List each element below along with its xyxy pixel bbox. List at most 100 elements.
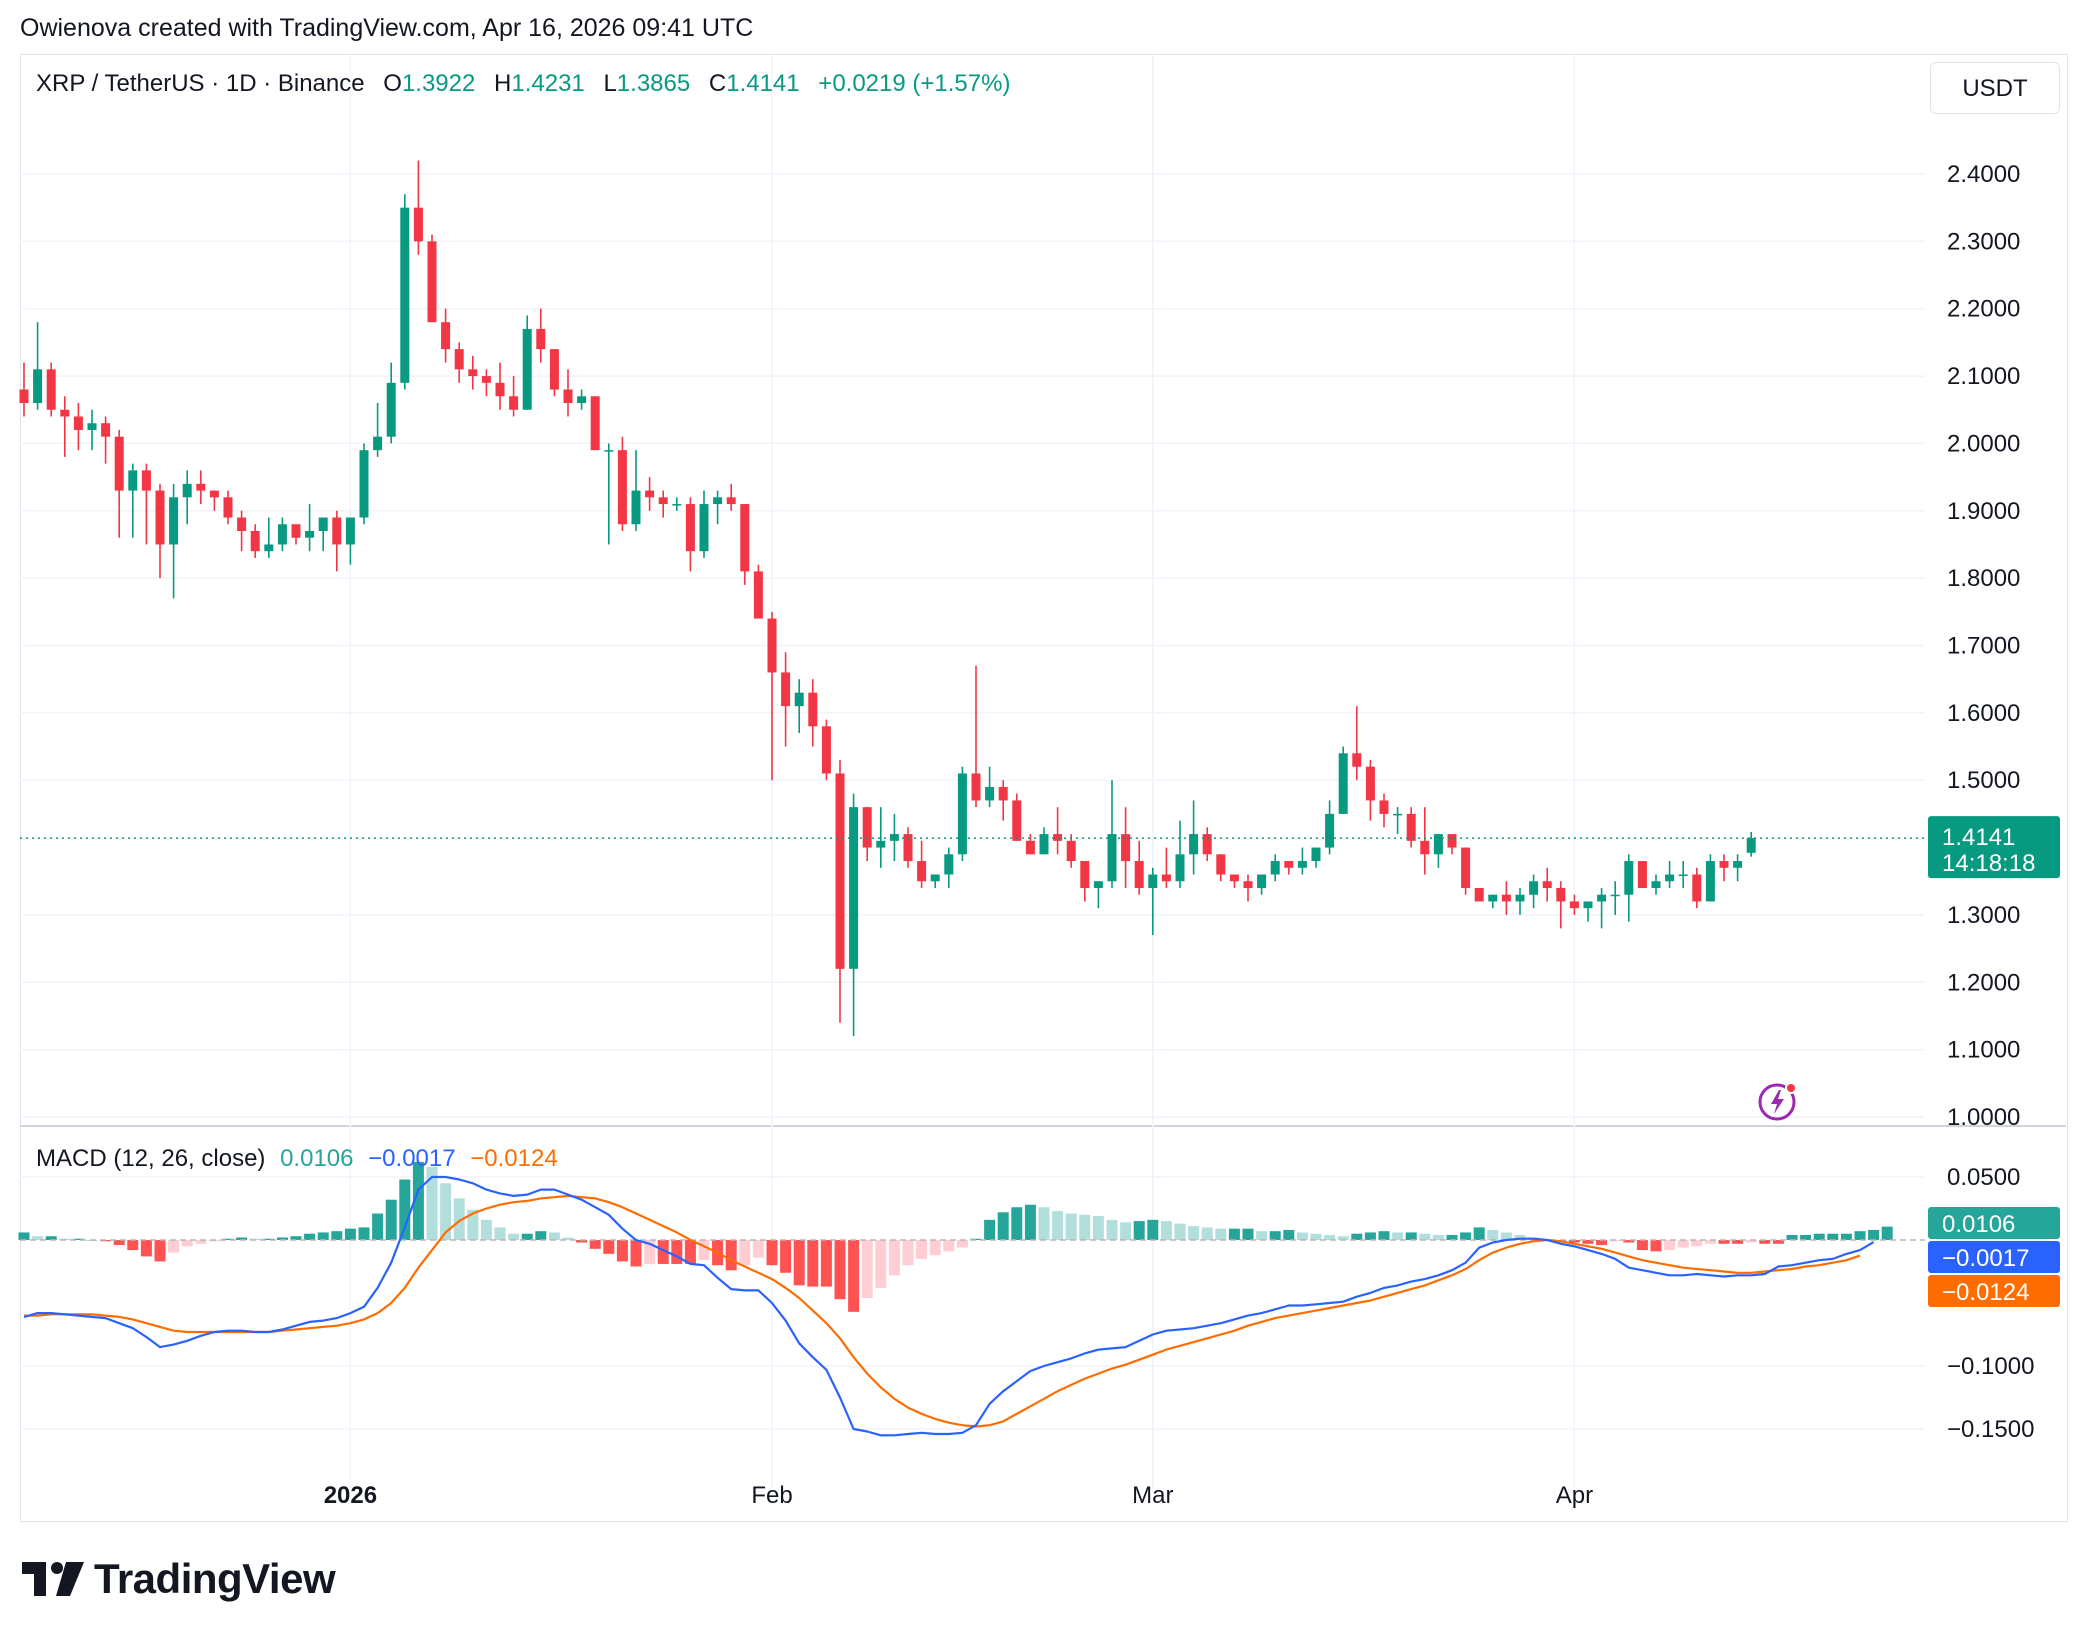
macd-histogram-bar (1079, 1214, 1091, 1240)
candle-body (332, 517, 342, 545)
candle-body (1433, 834, 1443, 855)
macd-histogram-bar (548, 1232, 560, 1240)
macd-histogram-bar (603, 1240, 615, 1254)
price-axis-label: 2.2000 (1947, 296, 2020, 323)
price-axis-label: 1.0000 (1947, 1104, 2020, 1131)
candle-body (1311, 847, 1321, 862)
candle-body (19, 389, 29, 404)
macd-histogram-bar (1269, 1231, 1281, 1240)
price-axis-label: 2.1000 (1947, 363, 2020, 390)
macd-histogram-bar (72, 1238, 84, 1240)
macd-histogram-bar (1827, 1233, 1839, 1240)
candle-body (876, 840, 886, 848)
candle-body (1637, 861, 1647, 888)
macd-histogram-bar (263, 1238, 275, 1240)
candle-body (1338, 753, 1348, 814)
candle-body (631, 490, 641, 525)
macd-histogram-bar (154, 1240, 166, 1262)
x-tick-label: Mar (1132, 1482, 1173, 1509)
candle-body (1039, 834, 1049, 855)
price-axis-label: 2.0000 (1947, 430, 2020, 457)
high-label: H (494, 70, 512, 97)
candle-body (1025, 840, 1035, 855)
macd-histogram-bar (344, 1228, 356, 1240)
macd-line (23, 1175, 1875, 1437)
candle-body (617, 450, 627, 525)
candle-body (808, 692, 818, 727)
candle-body (481, 376, 491, 383)
candle-body (114, 436, 124, 491)
macd-signal-tag (1928, 1275, 2060, 1307)
candle-body (1515, 894, 1525, 902)
candle-body (1393, 813, 1403, 816)
candle-body (862, 807, 872, 848)
macd-histogram-bar (576, 1240, 588, 1243)
candle-body (1583, 901, 1593, 909)
macd-histogram-bar (861, 1240, 873, 1298)
candle-body (1420, 840, 1430, 855)
macd-histogram-bar (1514, 1234, 1526, 1240)
lightning-icon[interactable] (1758, 1081, 1798, 1121)
macd-histogram-bar (113, 1240, 125, 1246)
macd-histogram-bar (1351, 1233, 1363, 1240)
candle-body (944, 854, 954, 875)
candle-body (1733, 861, 1743, 868)
candle-body (413, 207, 423, 242)
candle-body (522, 328, 532, 410)
candle-body (699, 504, 709, 552)
macd-histogram-bar (1854, 1231, 1866, 1240)
macd-histogram-bar (1324, 1234, 1336, 1240)
candle-body (1202, 834, 1212, 855)
symbol-title[interactable]: XRP / TetherUS · 1D · Binance (36, 70, 365, 97)
macd-histogram-bar (1106, 1219, 1118, 1240)
candle-body (1325, 813, 1335, 848)
close-label: C (708, 70, 727, 97)
close-value: 1.4141 (726, 70, 800, 97)
candle-body (46, 369, 56, 410)
chart-canvas[interactable]: 2026 Feb Mar Apr 2.4000 2.3000 2.2000 2.1000 2.0… (0, 0, 2084, 1540)
macd-histogram-bar (1786, 1234, 1798, 1240)
candle-body (645, 490, 655, 498)
chart-credit-header: Owienova created with TradingView.com, A… (20, 14, 754, 42)
open-label: O (383, 70, 402, 97)
macd-histogram-bar (780, 1240, 792, 1273)
macd-line-value: −0.0017 (368, 1145, 456, 1172)
candle-body (250, 530, 260, 552)
candle-body (985, 786, 995, 801)
macd-histogram-bar (916, 1240, 928, 1259)
candle-body (1379, 800, 1389, 814)
candle-body (998, 786, 1008, 801)
macd-histogram-bar (1160, 1221, 1172, 1240)
price-axis-label: 1.1000 (1947, 1037, 2020, 1064)
macd-signal-line (24, 1194, 1861, 1428)
macd-histogram-bar (1283, 1229, 1295, 1240)
macd-line-tag-text: −0.0017 (1942, 1245, 2029, 1272)
price-axis-label: 1.8000 (1947, 565, 2020, 592)
macd-histogram-bar (317, 1232, 329, 1240)
macd-histogram-bar (752, 1240, 764, 1258)
candle-body (767, 618, 777, 673)
macd-histogram-bar (766, 1240, 778, 1266)
macd-histogram-bar (331, 1231, 343, 1240)
candle-body (903, 834, 913, 862)
price-axis-label: 1.3000 (1947, 902, 2020, 929)
candle-body (1257, 874, 1267, 888)
candle-body (182, 483, 192, 498)
macd-histogram-bar (1052, 1211, 1064, 1240)
macd-histogram-bar (358, 1227, 370, 1240)
candle-body (1610, 894, 1620, 897)
candle-body (1284, 861, 1294, 868)
macd-signal-tag-text: −0.0124 (1942, 1279, 2029, 1306)
macd-histogram-bar (453, 1198, 465, 1240)
macd-line-tag (1928, 1241, 2060, 1273)
macd-histogram-bar (1419, 1233, 1431, 1240)
macd-histogram-bar (1623, 1240, 1635, 1243)
macd-histogram-bar (1405, 1232, 1417, 1240)
currency-button[interactable]: USDT (1930, 62, 2060, 114)
macd-title[interactable]: MACD (12, 26, close) (36, 1145, 266, 1172)
candle-body (386, 382, 396, 437)
macd-histogram-bar (1800, 1234, 1812, 1240)
candle-body (1216, 854, 1226, 875)
macd-histogram-bar (236, 1237, 248, 1240)
candle-body (87, 423, 97, 430)
